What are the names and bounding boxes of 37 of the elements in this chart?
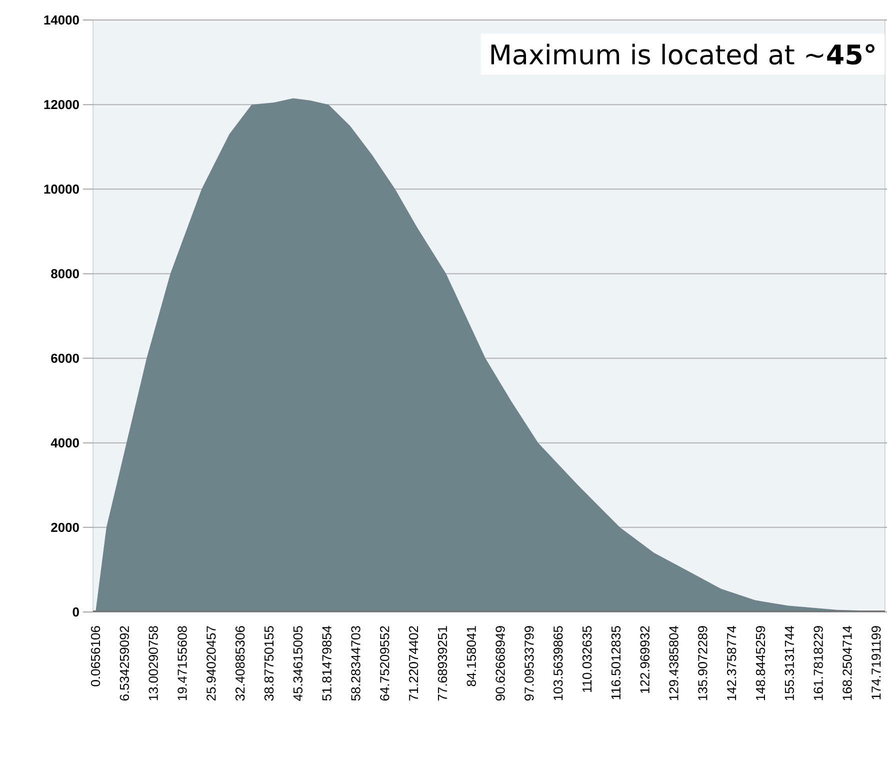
x-tick-label: 13.00290758 <box>148 626 158 700</box>
x-tick-label: 155.3131744 <box>784 626 794 700</box>
x-tick-label: 58.28344703 <box>351 626 360 701</box>
x-tick-label: 97.09533799 <box>524 626 534 701</box>
x-tick-label: 174.7191199 <box>872 626 881 700</box>
y-tick-label: 4000 <box>50 438 79 448</box>
x-tick-label: 129.4385804 <box>669 626 678 700</box>
x-tick-label: 0.0656106 <box>90 626 100 686</box>
y-tick-label: 6000 <box>51 354 79 363</box>
x-tick-label: 6.534259092 <box>120 626 130 700</box>
x-tick-label: 64.75209552 <box>380 626 390 700</box>
x-tick-label: 19.47155608 <box>178 626 187 700</box>
x-tick-label: 135.9072289 <box>698 626 708 700</box>
annotation: Maximum is located at ~45° <box>491 44 874 65</box>
x-tick-label: 90.62668949 <box>496 626 505 701</box>
x-tick-label: 142.3758774 <box>727 626 736 700</box>
x-tick-label: 148.8445259 <box>756 626 766 700</box>
x-tick-label: 77.68939251 <box>438 626 448 700</box>
x-tick-label: 110.032635 <box>582 626 592 692</box>
x-tick-label: 103.5639865 <box>554 626 563 700</box>
x-tick-label: 51.81479854 <box>322 626 332 701</box>
x-tick-label: 168.2504714 <box>842 626 852 700</box>
x-tick-label: 38.87750155 <box>264 626 274 701</box>
y-tick-label: 2000 <box>51 522 79 532</box>
y-tick-label: 8000 <box>51 269 79 278</box>
y-tick-label: 10000 <box>44 184 79 194</box>
x-tick-label: 122.969932 <box>640 626 650 693</box>
x-tick-label: 84.158041 <box>466 626 476 686</box>
y-tick-label: 14000 <box>44 15 79 25</box>
x-tick-label: 45.34615005 <box>293 626 302 701</box>
x-tick-label: 71.22074402 <box>408 626 418 700</box>
x-tick-label: 32.40885306 <box>236 626 245 701</box>
x-tick-label: 25.94020457 <box>206 626 216 700</box>
y-tick-label: 0 <box>72 607 79 617</box>
y-tick-label: 12000 <box>44 100 79 110</box>
x-tick-label: 116.5012835 <box>611 626 621 700</box>
x-tick-label: 161.7818229 <box>814 626 823 700</box>
